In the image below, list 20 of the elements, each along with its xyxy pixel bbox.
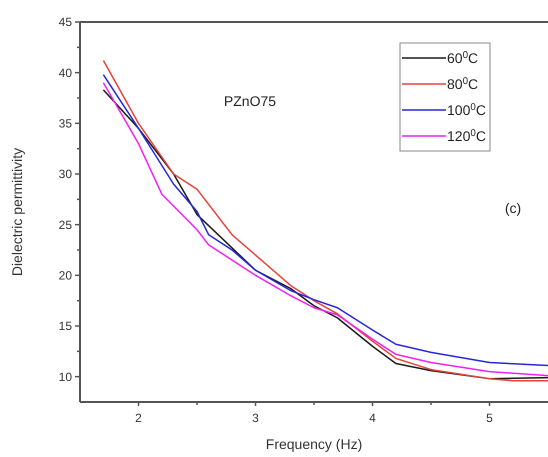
y-tick-label: 15 — [58, 319, 72, 334]
x-tick-label: 2 — [135, 411, 142, 425]
y-tick-label: 30 — [58, 167, 72, 182]
y-tick-label: 25 — [58, 218, 72, 232]
legend-label: 60$^{0}$C — [447, 49, 478, 66]
y-tick-label: 20 — [58, 268, 72, 283]
x-tick-label: 5 — [486, 411, 494, 425]
annotation: (c) — [504, 200, 522, 216]
y-axis-title: Dielectric permittivity — [9, 148, 25, 276]
y-tick-label: 40 — [58, 66, 72, 80]
x-tick-label: 3 — [252, 411, 260, 425]
x-axis-title: Frequency (Hz) — [266, 436, 362, 452]
annotation: PZnO75 — [224, 93, 276, 109]
y-tick-label: 10 — [58, 370, 72, 384]
legend-label: 120$^{0}$C — [447, 127, 486, 144]
legend-label: 80$^{0}$C — [447, 75, 478, 92]
legend-label: 100$^{0}$C — [447, 101, 486, 118]
y-tick-label: 45 — [58, 15, 72, 30]
x-tick-label: 4 — [369, 411, 376, 425]
y-tick-label: 35 — [58, 116, 72, 131]
